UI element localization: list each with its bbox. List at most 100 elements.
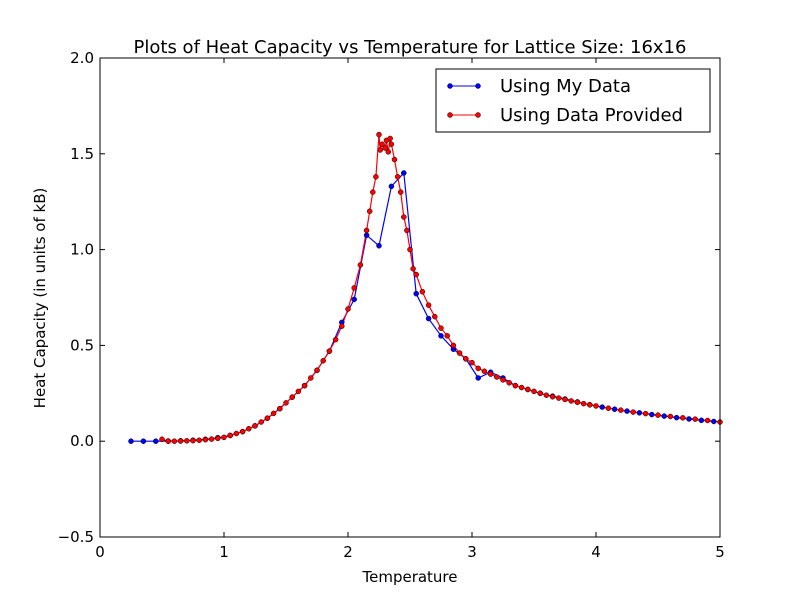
data-point-provided	[574, 399, 581, 406]
data-point-provided	[208, 436, 215, 442]
data-point-provided	[332, 336, 339, 343]
data-point-provided	[202, 436, 209, 443]
data-point-provided	[494, 374, 500, 380]
data-point-my-data	[351, 296, 357, 303]
legend-marker-provided	[447, 112, 453, 118]
data-point-provided	[289, 394, 295, 400]
data-point-provided	[432, 313, 438, 320]
data-point-provided	[215, 435, 221, 442]
data-point-provided	[159, 436, 165, 443]
data-point-provided	[680, 415, 686, 421]
data-point-provided	[438, 325, 444, 331]
data-point-provided	[506, 380, 512, 386]
data-point-provided	[221, 434, 227, 441]
x-tick-label: 0	[95, 543, 105, 561]
data-point-provided	[376, 131, 382, 138]
data-point-my-data	[153, 438, 159, 444]
plot-area	[128, 131, 723, 444]
data-point-provided	[270, 410, 277, 417]
data-point-my-data	[661, 413, 667, 419]
data-point-provided	[184, 438, 190, 444]
legend-label-my-data: Using My Data	[500, 76, 631, 97]
data-point-provided	[314, 367, 320, 374]
data-point-provided	[469, 359, 475, 366]
y-tick-label: 2.0	[70, 49, 94, 67]
data-point-provided	[630, 409, 636, 415]
data-point-provided	[258, 419, 264, 425]
data-point-provided	[655, 412, 661, 418]
data-point-provided	[382, 145, 388, 151]
data-point-provided	[283, 400, 289, 406]
data-point-my-data	[413, 290, 419, 297]
data-point-provided	[500, 377, 506, 383]
data-point-provided	[165, 438, 171, 444]
data-point-provided	[562, 396, 568, 403]
data-point-provided	[456, 350, 463, 356]
data-point-my-data	[624, 408, 630, 414]
data-point-provided	[196, 437, 202, 443]
data-point-my-data	[363, 232, 370, 238]
data-point-my-data	[128, 438, 134, 444]
data-point-my-data	[425, 315, 432, 322]
legend: Using My Data Using Data Provided	[435, 68, 711, 133]
data-point-provided	[339, 323, 345, 329]
data-point-provided	[568, 398, 574, 404]
data-point-provided	[475, 365, 481, 372]
y-tick-label: 0.5	[70, 336, 94, 354]
x-tick-label: 1	[219, 543, 229, 561]
data-point-provided	[487, 371, 494, 377]
data-point-provided	[404, 227, 410, 234]
chart-title: Plots of Heat Capacity vs Temperature fo…	[134, 37, 687, 58]
data-point-my-data	[140, 438, 147, 444]
data-point-my-data	[475, 375, 481, 381]
y-tick-label: −0.5	[58, 528, 94, 546]
data-point-provided	[377, 147, 383, 153]
data-point-provided	[391, 156, 398, 163]
data-point-provided	[370, 189, 376, 195]
legend-marker-my-data	[475, 83, 481, 89]
legend-marker-provided	[475, 112, 481, 118]
data-point-provided	[525, 386, 531, 393]
x-tick-label: 4	[591, 543, 601, 561]
x-tick-label: 5	[715, 543, 725, 561]
data-point-provided	[642, 410, 649, 417]
data-point-provided	[667, 413, 674, 420]
data-point-provided	[239, 428, 246, 435]
data-point-provided	[518, 384, 525, 391]
data-point-my-data	[673, 414, 680, 421]
data-point-provided	[593, 403, 599, 409]
data-point-provided	[227, 432, 233, 439]
data-point-provided	[326, 348, 333, 354]
data-point-provided	[357, 262, 364, 268]
data-point-my-data	[649, 411, 655, 418]
data-point-provided	[308, 375, 314, 381]
y-tick-label: 1.0	[70, 241, 94, 259]
data-point-provided	[512, 382, 519, 389]
data-point-provided	[394, 174, 401, 180]
data-point-my-data	[698, 417, 705, 424]
data-point-provided	[385, 149, 392, 155]
data-point-provided	[264, 415, 271, 421]
data-point-provided	[419, 289, 426, 295]
data-point-provided	[401, 214, 407, 220]
data-point-provided	[605, 405, 612, 411]
y-tick-label: 0.0	[70, 432, 94, 450]
data-point-my-data	[599, 404, 605, 410]
data-point-provided	[301, 382, 308, 389]
data-point-provided	[463, 356, 469, 362]
data-point-provided	[373, 174, 379, 180]
data-point-provided	[246, 425, 252, 432]
data-point-provided	[543, 392, 550, 398]
data-point-provided	[388, 141, 395, 147]
data-point-provided	[252, 423, 258, 429]
data-point-my-data	[438, 333, 444, 339]
data-point-provided	[481, 368, 488, 375]
data-point-provided	[177, 438, 184, 444]
y-tick-label: 1.5	[70, 145, 94, 163]
data-point-provided	[704, 417, 711, 424]
data-point-provided	[413, 271, 419, 278]
data-point-provided	[233, 430, 240, 437]
x-axis-label: Temperature	[361, 568, 457, 586]
data-point-provided	[295, 388, 302, 395]
data-point-provided	[556, 395, 562, 401]
